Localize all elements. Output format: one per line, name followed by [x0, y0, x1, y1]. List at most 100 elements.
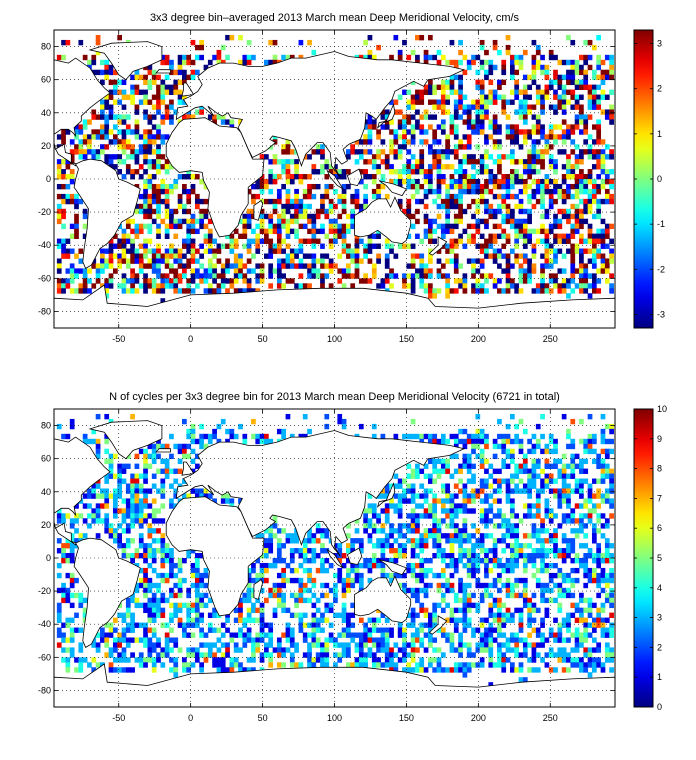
data-cell [466, 622, 472, 628]
data-cell [527, 612, 532, 618]
data-cell [307, 263, 312, 269]
data-cell [276, 248, 282, 254]
data-cell [134, 248, 140, 254]
data-cell [436, 473, 442, 479]
data-cell [65, 278, 71, 284]
data-cell [440, 228, 446, 235]
data-cell [501, 478, 507, 484]
data-cell [453, 617, 459, 623]
data-cell [156, 89, 161, 95]
data-cell [557, 498, 563, 504]
data-cell [151, 592, 157, 599]
data-cell [591, 188, 597, 195]
data-cell [289, 228, 295, 235]
data-cell [143, 498, 148, 504]
data-cell [100, 134, 105, 140]
data-cell [285, 208, 291, 215]
chart-panel-velocity: 3x3 degree bin–averaged 2013 March mean … [38, 12, 665, 344]
data-cell [238, 498, 243, 504]
data-cell [281, 572, 286, 579]
data-cell [488, 243, 494, 249]
data-cell [527, 228, 532, 235]
data-cell [479, 119, 485, 125]
data-cell [229, 433, 235, 440]
data-cell [78, 149, 84, 155]
data-cell [173, 582, 179, 589]
data-cell [527, 109, 532, 115]
data-cell [535, 89, 541, 95]
data-cell [514, 637, 520, 643]
data-cell [272, 248, 278, 254]
data-cell [458, 637, 463, 643]
data-cell [570, 94, 576, 100]
data-cell [203, 213, 209, 220]
data-cell [557, 99, 563, 105]
data-cell [544, 478, 550, 484]
data-cell [233, 632, 239, 638]
data-cell [579, 154, 584, 160]
data-cell [522, 533, 528, 539]
data-cell [458, 238, 463, 244]
data-cell [453, 278, 459, 284]
data-cell [147, 248, 153, 254]
data-cell [207, 248, 213, 254]
data-cell [346, 567, 351, 574]
data-cell [479, 79, 485, 86]
data-cell [553, 253, 558, 259]
data-cell [134, 228, 140, 235]
data-cell [216, 288, 222, 294]
data-cell [488, 238, 494, 244]
data-cell [415, 592, 420, 599]
data-cell [156, 198, 161, 205]
data-cell [527, 602, 532, 609]
data-cell [173, 468, 179, 474]
data-cell [190, 114, 196, 120]
data-cell [596, 253, 602, 259]
data-cell [505, 433, 511, 440]
data-cell [384, 253, 390, 259]
data-cell [600, 69, 606, 76]
data-cell [540, 253, 545, 259]
data-cell [95, 632, 101, 638]
data-cell [600, 602, 606, 609]
data-cell [207, 288, 213, 294]
data-cell [229, 283, 235, 289]
data-cell [579, 69, 584, 76]
data-cell [384, 114, 390, 120]
data-cell [432, 293, 438, 299]
data-cell [186, 208, 192, 215]
data-cell [415, 233, 420, 239]
data-cell [428, 582, 433, 589]
data-cell [285, 228, 291, 235]
data-cell [121, 498, 127, 504]
data-cell [570, 602, 576, 609]
data-cell [82, 533, 88, 539]
data-cell [389, 528, 394, 534]
data-cell [458, 438, 463, 445]
data-cell [199, 218, 204, 225]
data-cell [130, 473, 135, 479]
data-cell [583, 582, 589, 589]
data-cell [151, 518, 157, 524]
data-cell [363, 528, 368, 534]
data-cell [194, 203, 200, 210]
data-cell [104, 478, 110, 484]
data-cell [522, 468, 528, 474]
data-cell [298, 258, 304, 264]
data-cell [177, 558, 183, 564]
data-cell [522, 139, 528, 145]
data-cell [376, 558, 381, 564]
data-cell [229, 248, 235, 254]
data-cell [389, 558, 394, 564]
data-cell [341, 607, 347, 614]
data-cell [419, 154, 425, 160]
data-cell [238, 632, 243, 638]
data-cell [570, 124, 576, 130]
data-cell [548, 134, 554, 140]
data-cell [367, 258, 373, 264]
data-cell [466, 258, 472, 264]
data-cell [410, 104, 416, 110]
data-cell [566, 188, 571, 195]
data-cell [346, 632, 351, 638]
data-cell [514, 228, 520, 235]
